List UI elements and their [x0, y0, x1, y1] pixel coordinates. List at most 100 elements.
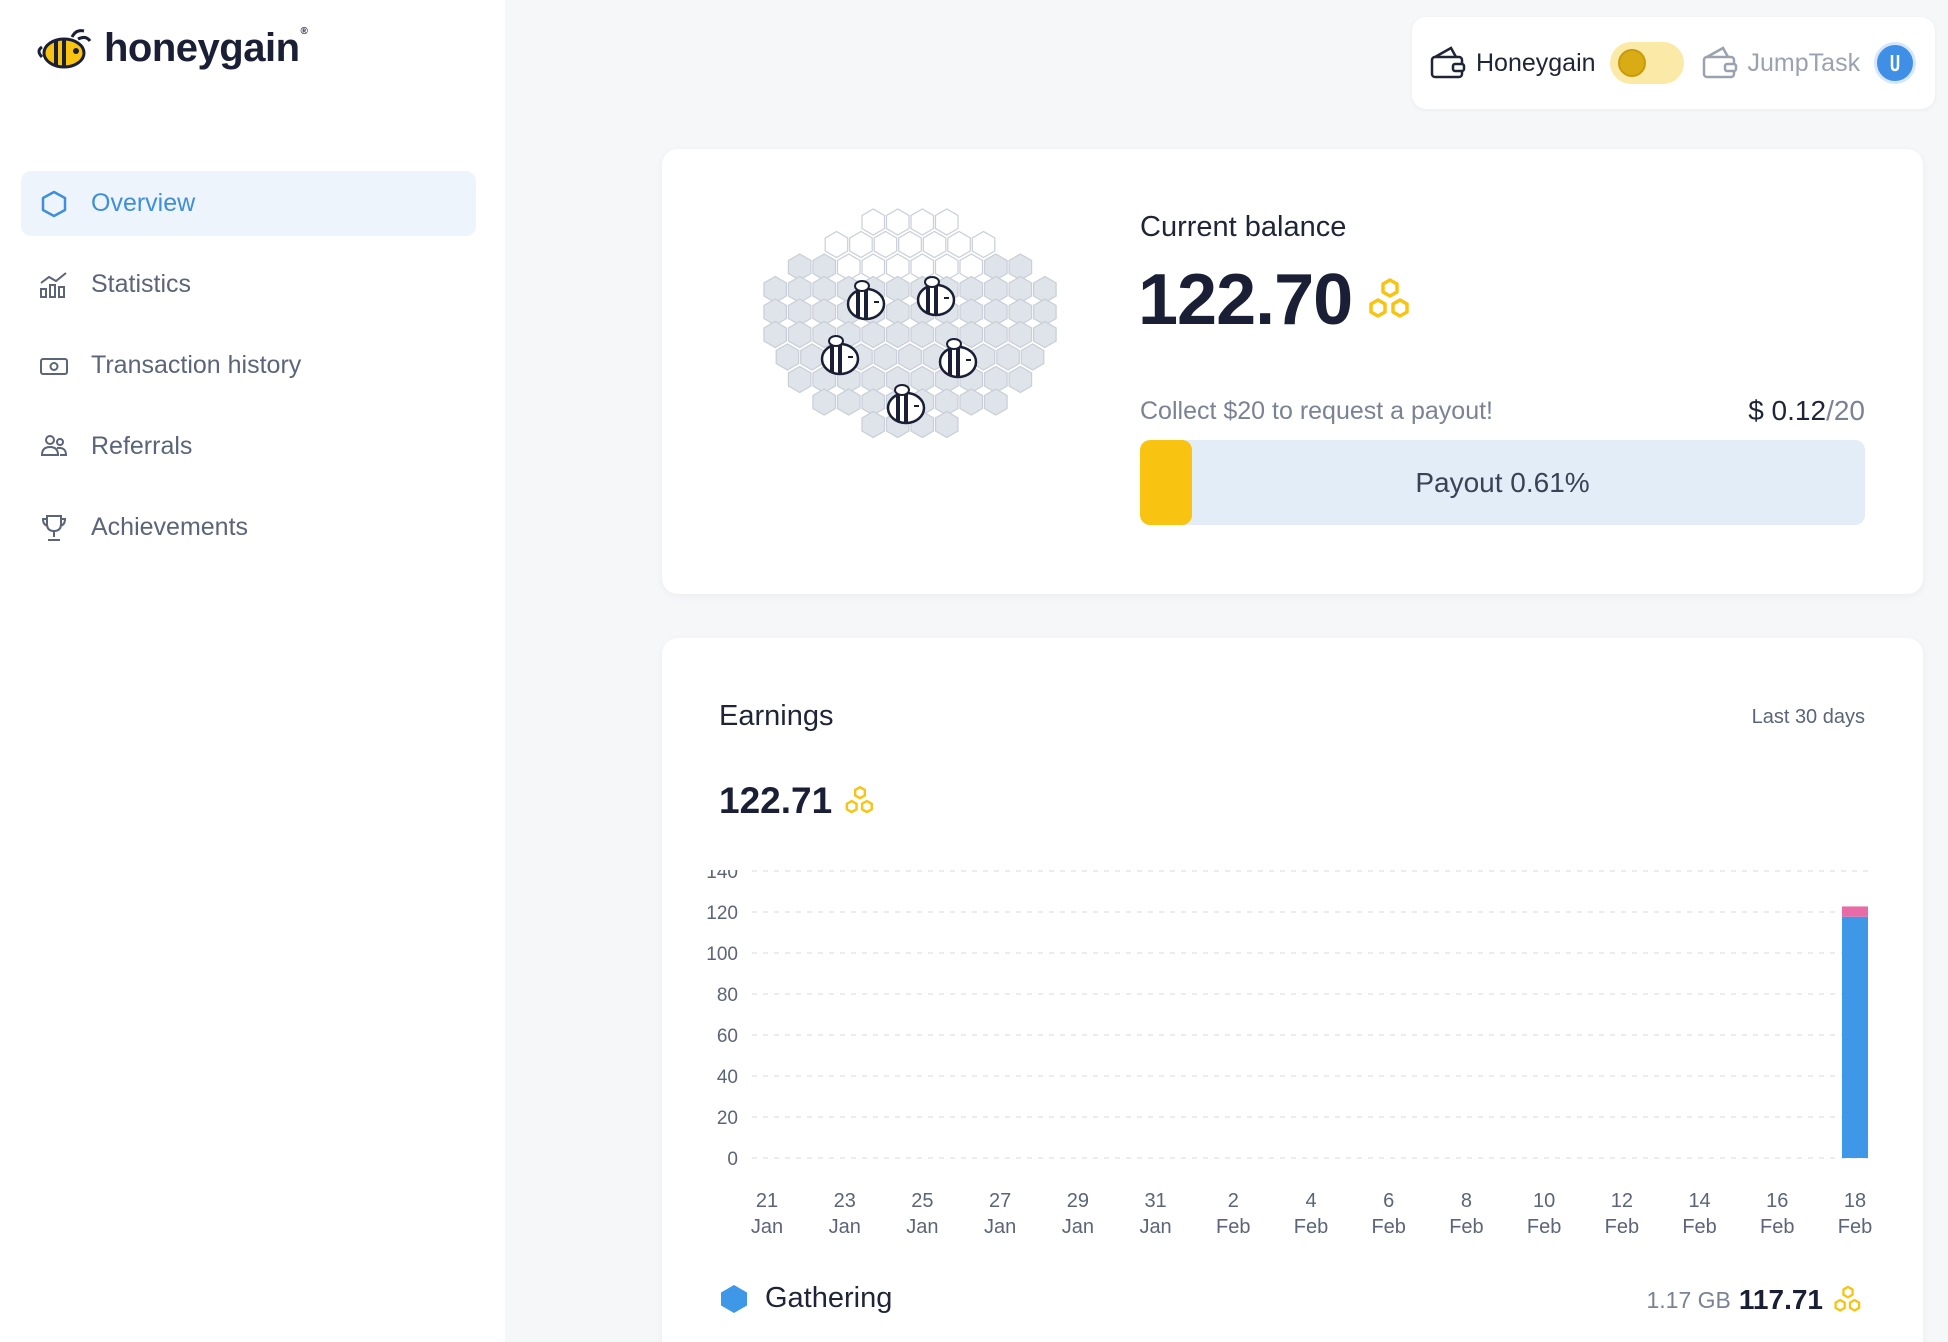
gathering-traffic: 1.17 GB	[1646, 1286, 1731, 1313]
x-tick-label: Feb	[1449, 1216, 1483, 1238]
gathering-values: 1.17 GB 117.71	[1647, 1284, 1866, 1316]
x-tick-label: Feb	[1527, 1216, 1561, 1238]
hive-cell	[983, 388, 1008, 416]
y-tick-label: 100	[706, 944, 738, 965]
sleeping-bee-icon	[916, 276, 956, 317]
hive-cell	[922, 230, 947, 259]
x-tick-label: Feb	[1294, 1216, 1328, 1238]
toggle-knob	[1617, 49, 1646, 77]
hive-cell	[812, 388, 837, 416]
payout-progress-label: Payout 0.61%	[1415, 466, 1590, 498]
hive-cell	[763, 320, 788, 349]
wallet-icon	[1428, 43, 1468, 83]
hive-cell	[800, 343, 824, 371]
earnings-card: Earnings Last 30 days 122.71 0 20 40 60 80 10…	[662, 638, 1923, 1342]
hive-cell	[959, 320, 984, 349]
x-tick-label: 25	[911, 1190, 933, 1212]
x-tick-label: 10	[1533, 1190, 1555, 1212]
hive-cell	[787, 365, 812, 394]
hexagon-icon	[721, 1284, 747, 1313]
hexagon-icon	[39, 189, 69, 219]
x-tick-label: 14	[1688, 1190, 1710, 1212]
earnings-total: 122.71	[719, 780, 878, 822]
x-tick-label: Feb	[1838, 1216, 1872, 1238]
x-tick-label: Feb	[1216, 1216, 1250, 1238]
sidebar-item-label: Overview	[91, 189, 196, 217]
payout-progress-bar[interactable]: Payout 0.61%	[1140, 440, 1865, 525]
balance-value: 122.70	[1138, 259, 1416, 341]
x-tick-label: Jan	[906, 1216, 938, 1238]
x-tick-label: 16	[1766, 1190, 1788, 1212]
x-tick-label: Jan	[1139, 1216, 1171, 1238]
hive-cell	[971, 230, 996, 259]
x-tick-label: 29	[1067, 1190, 1089, 1212]
beehive-illustration	[763, 208, 1057, 439]
hive-cell	[873, 343, 898, 371]
earnings-range-select[interactable]: Last 30 days	[1751, 706, 1865, 728]
sidebar-item-referrals[interactable]: Referrals	[21, 414, 476, 479]
x-tick-label: Feb	[1682, 1216, 1716, 1238]
x-tick-label: 31	[1144, 1190, 1166, 1212]
sidebar-item-label: Statistics	[91, 270, 192, 298]
logo[interactable]: honeygain®	[34, 26, 308, 71]
gathering-row: Gathering	[719, 1282, 892, 1315]
hive-cell	[1020, 343, 1045, 371]
wallet-icon	[1700, 43, 1740, 83]
hive-cell	[971, 343, 996, 371]
sleeping-bee-icon	[820, 335, 860, 376]
sleeping-bee-icon	[846, 280, 886, 321]
honeycomb-icon	[1834, 1285, 1861, 1312]
chart-bar[interactable]	[1842, 906, 1868, 917]
x-tick-label: 2	[1228, 1190, 1239, 1212]
hive-cell	[910, 208, 935, 236]
sidebar-item-label: Referrals	[91, 432, 193, 460]
y-tick-label: 120	[706, 903, 738, 924]
sidebar-nav: Overview Statistics Transaction history …	[21, 171, 476, 576]
hive-cell	[1033, 320, 1057, 349]
x-tick-label: Jan	[751, 1216, 783, 1238]
brand-name: honeygain®	[104, 26, 308, 70]
hive-cell	[787, 320, 812, 349]
sleeping-bee-icon	[886, 384, 926, 425]
honeygain-label: Honeygain	[1476, 48, 1596, 77]
sidebar-item-achievements[interactable]: Achievements	[21, 495, 476, 560]
balance-title: Current balance	[1140, 211, 1347, 243]
earnings-title: Earnings	[719, 700, 834, 732]
x-tick-label: Feb	[1760, 1216, 1794, 1238]
honeycomb-icon	[845, 785, 874, 814]
x-tick-label: Jan	[829, 1216, 861, 1238]
payout-hint: Collect $20 to request a payout!	[1140, 397, 1494, 425]
x-tick-label: 18	[1844, 1190, 1866, 1212]
sidebar: honeygain® Overview Statistics Transacti…	[0, 0, 505, 1342]
payout-progress-amount: $ 0.12/20	[1748, 395, 1865, 426]
y-tick-label: 40	[717, 1067, 738, 1088]
x-tick-label: 12	[1611, 1190, 1633, 1212]
app-toggle[interactable]	[1609, 42, 1684, 84]
chart-bar[interactable]	[1842, 916, 1868, 1158]
hive-cell	[983, 320, 1008, 349]
jumptask-logo-icon[interactable]	[1874, 42, 1917, 84]
x-tick-label: 8	[1461, 1190, 1472, 1212]
sidebar-item-overview[interactable]: Overview	[21, 171, 476, 236]
x-tick-label: 27	[989, 1190, 1011, 1212]
hive-cell	[959, 388, 984, 416]
hive-cell	[885, 320, 910, 349]
x-tick-label: 4	[1305, 1190, 1316, 1212]
jumptask-label[interactable]: JumpTask	[1747, 48, 1861, 77]
hive-cell	[824, 230, 849, 259]
sidebar-item-transaction-history[interactable]: Transaction history	[21, 333, 476, 398]
hive-cell	[861, 320, 886, 349]
hive-cell	[849, 230, 873, 259]
hive-cell	[934, 208, 959, 236]
hive-cell	[873, 230, 898, 259]
y-tick-label: 20	[717, 1108, 738, 1129]
x-tick-label: Feb	[1605, 1216, 1639, 1238]
hive-cell	[898, 230, 922, 259]
sidebar-item-statistics[interactable]: Statistics	[21, 252, 476, 317]
x-tick-label: Jan	[1062, 1216, 1094, 1238]
honeycomb-icon	[1369, 278, 1409, 318]
gathering-label: Gathering	[765, 1282, 893, 1314]
hive-cell	[836, 388, 861, 416]
gathering-amount: 117.71	[1738, 1284, 1823, 1315]
hive-cell	[885, 208, 910, 236]
